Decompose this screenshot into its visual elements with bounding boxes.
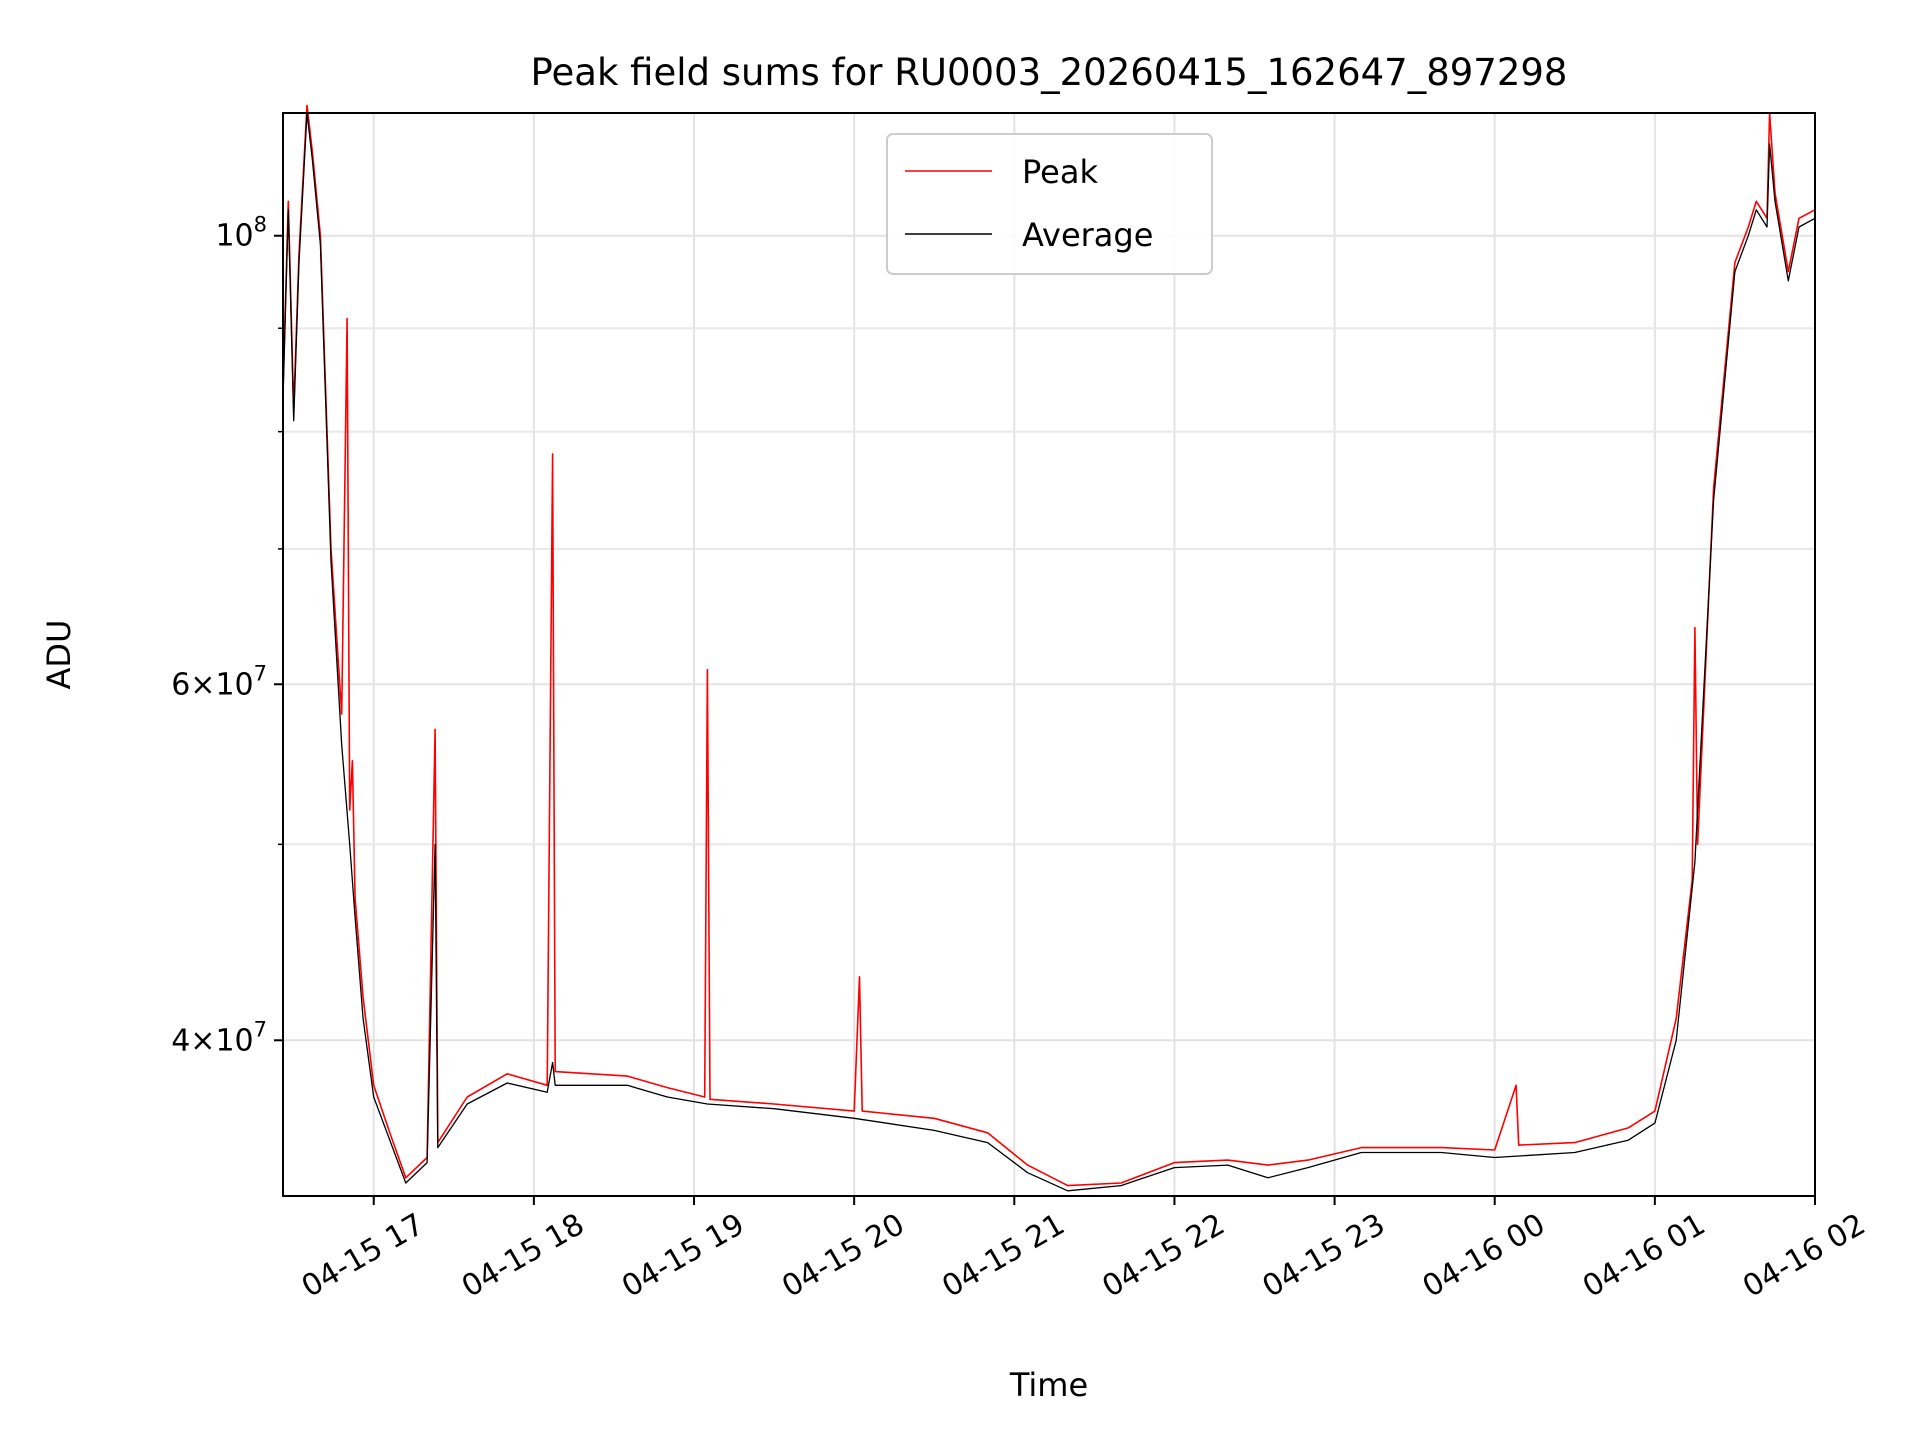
plot-frame <box>282 112 1816 1197</box>
legend-label: Peak <box>1022 153 1098 191</box>
legend: Peak Average <box>886 133 1213 275</box>
y-tick-label: 4×107 <box>171 1017 267 1058</box>
legend-box <box>886 133 1213 275</box>
x-axis-title: Time <box>1009 1366 1088 1404</box>
series-line-peak <box>282 104 1816 1187</box>
y-tick-label: 6×107 <box>171 661 267 702</box>
y-axis-title: ADU <box>40 620 78 690</box>
chart-title: Peak field sums for RU0003_20260415_1626… <box>531 51 1568 94</box>
series-layer <box>282 104 1816 1192</box>
y-tick-label: 108 <box>215 213 267 254</box>
legend-label: Average <box>1022 216 1153 254</box>
series-line-average <box>282 112 1816 1192</box>
